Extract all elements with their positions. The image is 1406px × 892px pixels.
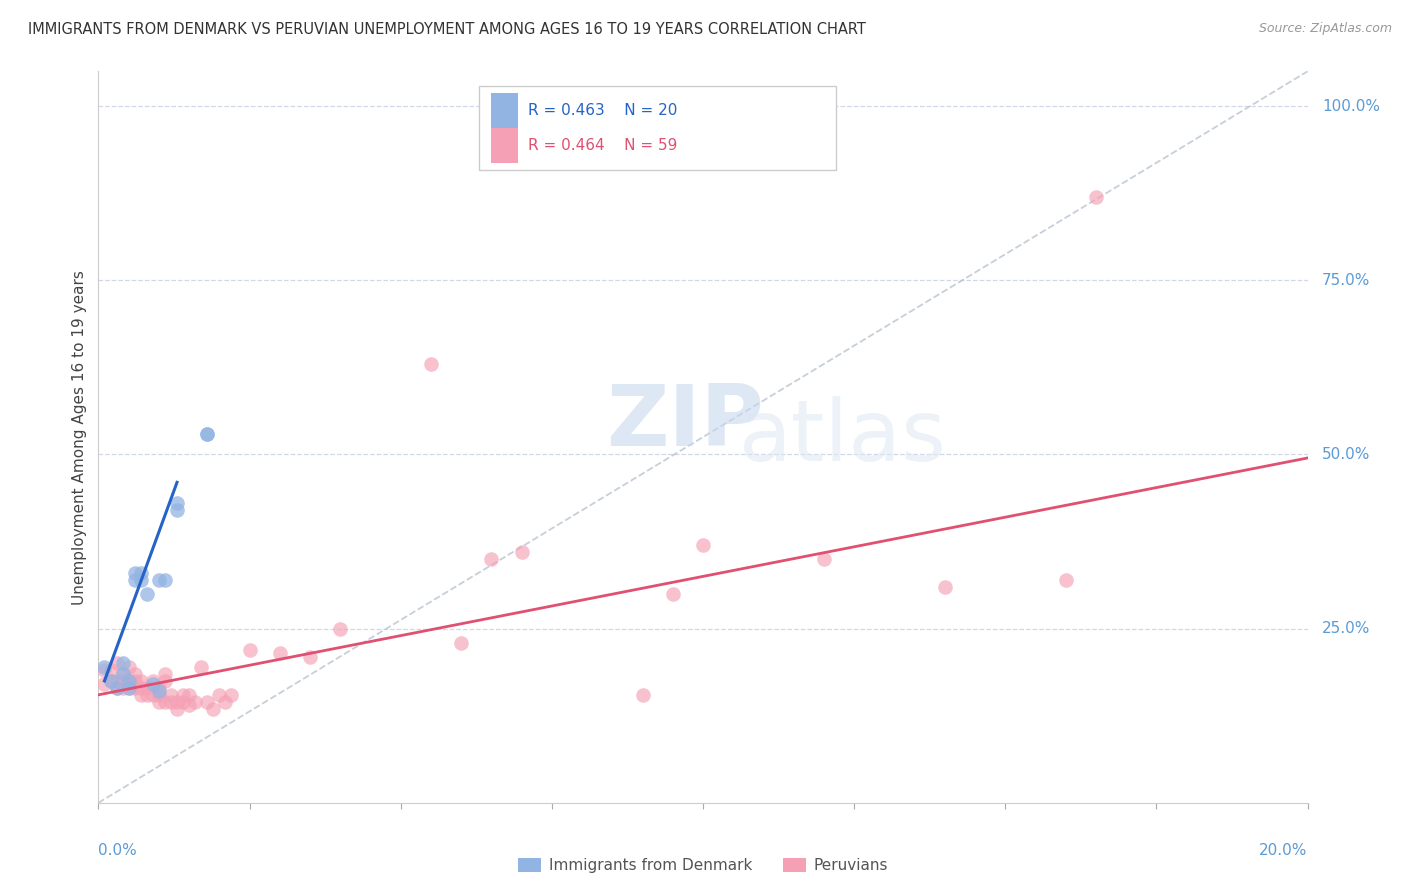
Point	[195, 426, 218, 441]
Legend: Immigrants from Denmark, Peruvians: Immigrants from Denmark, Peruvians	[512, 852, 894, 880]
Point	[118, 673, 141, 688]
Bar	[492, 128, 517, 162]
Point	[208, 688, 231, 702]
Point	[692, 538, 714, 552]
Point	[124, 566, 146, 580]
Point	[142, 688, 165, 702]
Text: Source: ZipAtlas.com: Source: ZipAtlas.com	[1258, 22, 1392, 36]
Point	[105, 681, 128, 695]
Point	[124, 673, 146, 688]
Point	[813, 552, 835, 566]
Point	[195, 426, 218, 441]
Point	[118, 673, 141, 688]
Point	[148, 573, 170, 587]
Point	[129, 673, 152, 688]
Point	[124, 573, 146, 587]
Point	[135, 681, 157, 695]
Point	[153, 573, 176, 587]
Point	[166, 702, 188, 716]
Point	[124, 667, 146, 681]
Point	[1085, 190, 1108, 204]
Point	[177, 698, 201, 713]
Text: 0.0%: 0.0%	[98, 843, 138, 858]
Text: atlas: atlas	[740, 395, 948, 479]
Point	[100, 673, 122, 688]
Point	[166, 503, 188, 517]
Point	[148, 688, 170, 702]
Point	[214, 695, 236, 709]
Point	[100, 664, 122, 678]
Bar	[479, 86, 837, 170]
Point	[166, 496, 188, 510]
Point	[239, 642, 262, 657]
Point	[177, 688, 201, 702]
Point	[166, 695, 188, 709]
Text: 75.0%: 75.0%	[1322, 273, 1371, 288]
Point	[129, 566, 152, 580]
Point	[160, 688, 183, 702]
Point	[93, 664, 115, 678]
Point	[135, 587, 157, 601]
Point	[160, 695, 183, 709]
Point	[111, 673, 134, 688]
Point	[105, 657, 128, 671]
Point	[111, 667, 134, 681]
Point	[129, 681, 152, 695]
Point	[129, 688, 152, 702]
Point	[105, 681, 128, 695]
Point	[118, 681, 141, 695]
Point	[148, 684, 170, 698]
Point	[1054, 573, 1077, 587]
Text: 25.0%: 25.0%	[1322, 621, 1371, 636]
Point	[153, 695, 176, 709]
Point	[111, 667, 134, 681]
Point	[661, 587, 683, 601]
Point	[934, 580, 956, 594]
Point	[172, 695, 194, 709]
Point	[111, 681, 134, 695]
Point	[269, 646, 291, 660]
Point	[450, 635, 472, 649]
Point	[148, 681, 170, 695]
Point	[105, 673, 128, 688]
Point	[111, 657, 134, 671]
Point	[142, 673, 165, 688]
Point	[631, 688, 654, 702]
Point	[135, 688, 157, 702]
Point	[129, 573, 152, 587]
Point	[195, 695, 218, 709]
Point	[184, 695, 207, 709]
Point	[118, 681, 141, 695]
Point	[221, 688, 243, 702]
Point	[142, 677, 165, 691]
Bar	[492, 93, 517, 128]
Point	[153, 667, 176, 681]
Point	[118, 660, 141, 674]
Text: 20.0%: 20.0%	[1260, 843, 1308, 858]
Text: R = 0.463    N = 20: R = 0.463 N = 20	[527, 103, 678, 118]
Point	[153, 673, 176, 688]
Point	[100, 673, 122, 688]
Point	[172, 688, 194, 702]
Text: 50.0%: 50.0%	[1322, 447, 1371, 462]
Point	[93, 660, 115, 674]
Text: 100.0%: 100.0%	[1322, 99, 1381, 113]
Point	[481, 552, 503, 566]
Text: R = 0.464    N = 59: R = 0.464 N = 59	[527, 137, 678, 153]
Point	[190, 660, 212, 674]
Point	[93, 677, 115, 691]
Point	[329, 622, 352, 636]
Point	[510, 545, 533, 559]
Point	[124, 681, 146, 695]
Text: ZIP: ZIP	[606, 381, 763, 464]
Text: IMMIGRANTS FROM DENMARK VS PERUVIAN UNEMPLOYMENT AMONG AGES 16 TO 19 YEARS CORRE: IMMIGRANTS FROM DENMARK VS PERUVIAN UNEM…	[28, 22, 866, 37]
Point	[299, 649, 322, 664]
Point	[419, 357, 441, 371]
Point	[202, 702, 225, 716]
Point	[148, 695, 170, 709]
Y-axis label: Unemployment Among Ages 16 to 19 years: Unemployment Among Ages 16 to 19 years	[72, 269, 87, 605]
